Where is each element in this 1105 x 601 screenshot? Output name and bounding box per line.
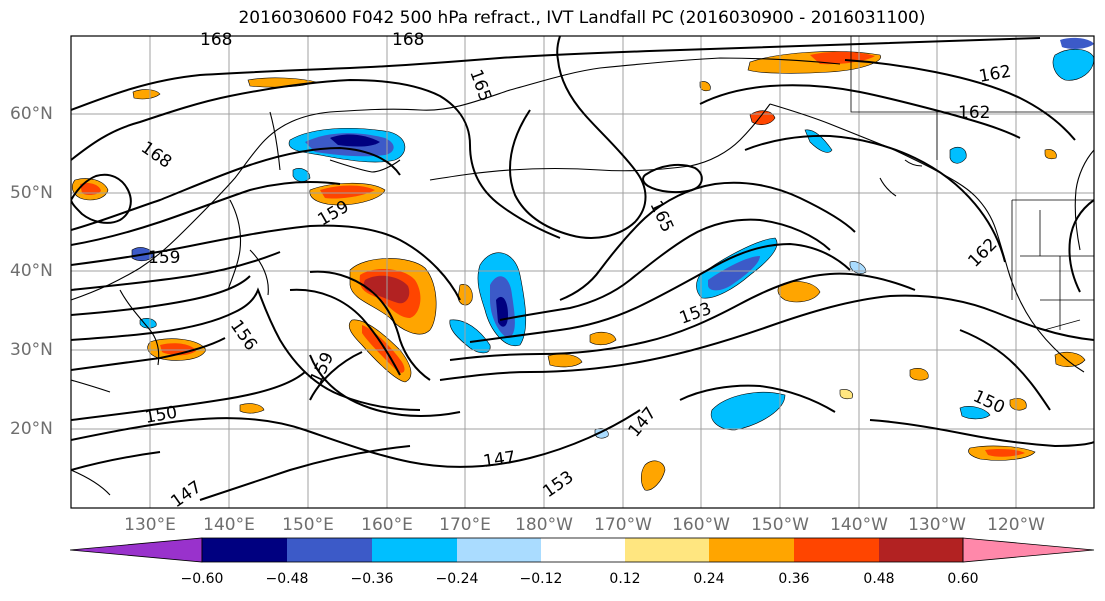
colorbar-tick: 0.36 xyxy=(778,571,810,587)
colorbar-tick: −0.24 xyxy=(435,571,479,587)
negative-anomaly-patches xyxy=(131,37,1094,439)
lon-label-140e: 140°E xyxy=(203,515,255,535)
colorbar-segment xyxy=(202,538,287,562)
lon-label-150e: 150°E xyxy=(282,515,334,535)
lat-label-60n: 60°N xyxy=(10,104,53,124)
lon-label-170e: 170°E xyxy=(439,515,491,535)
colorbar-segment xyxy=(541,538,625,562)
colorbar-segment xyxy=(794,538,879,562)
colorbar-segment xyxy=(709,538,794,562)
lon-label-140w: 140°W xyxy=(830,515,888,535)
colorbar-segment xyxy=(962,537,1095,563)
map-title: 2016030600 F042 500 hPa refract., IVT La… xyxy=(238,8,926,28)
contour-label: 153 xyxy=(539,467,577,502)
colorbar-tick: −0.12 xyxy=(519,571,563,587)
contour-label: 168 xyxy=(392,30,424,50)
contour-label: 168 xyxy=(200,30,232,50)
contour-label: 165 xyxy=(465,67,495,104)
contour-label: 147 xyxy=(625,403,661,441)
lat-label-40n: 40°N xyxy=(10,261,53,281)
lon-label-120w: 120°W xyxy=(987,515,1045,535)
lon-label-160e: 160°E xyxy=(361,515,413,535)
contour-label: 147 xyxy=(167,477,205,512)
colorbar-frame xyxy=(201,537,964,563)
contour-label: 159 xyxy=(306,349,338,387)
colorbar-tick: 0.12 xyxy=(609,571,641,587)
contour-label: 168 xyxy=(137,138,175,173)
colorbar-tick: −0.36 xyxy=(350,571,394,587)
contour-label: 159 xyxy=(148,248,180,268)
map-frame xyxy=(70,35,1095,509)
lat-label-50n: 50°N xyxy=(10,183,53,203)
lon-label-150w: 150°W xyxy=(751,515,809,535)
contour-label: 150 xyxy=(143,403,178,428)
lon-label-130e: 130°E xyxy=(124,515,176,535)
contour-label: 147 xyxy=(482,448,517,472)
colorbar-segment xyxy=(70,537,203,563)
lon-label-180w: 180°W xyxy=(515,515,573,535)
contour-label: 162 xyxy=(977,62,1012,87)
colorbar-segment xyxy=(879,538,963,562)
political-borders xyxy=(850,36,1094,331)
colorbar-segment xyxy=(457,538,541,562)
contour-label: 165 xyxy=(645,198,677,236)
colorbar xyxy=(70,537,1095,563)
lon-label-170w: 170°W xyxy=(594,515,652,535)
lon-label-130w: 130°W xyxy=(908,515,966,535)
shaded-anomaly-layer xyxy=(71,37,1094,491)
lat-label-20n: 20°N xyxy=(10,419,53,439)
colorbar-tick: 0.24 xyxy=(693,571,725,587)
colorbar-tick: −0.60 xyxy=(180,571,224,587)
colorbar-segment xyxy=(287,538,372,562)
contour-label: 156 xyxy=(226,316,261,354)
lat-label-30n: 30°N xyxy=(10,340,53,360)
coastlines xyxy=(71,57,1094,496)
colorbar-tick: 0.48 xyxy=(863,571,895,587)
colorbar-tick: −0.48 xyxy=(265,571,309,587)
colorbar-segment xyxy=(372,538,457,562)
contour-label: 162 xyxy=(958,103,990,123)
contour-label: 153 xyxy=(677,299,714,329)
height-contours xyxy=(71,36,1094,501)
lon-label-160w: 160°W xyxy=(672,515,730,535)
contour-label: 162 xyxy=(964,234,1001,271)
colorbar-segment xyxy=(625,538,709,562)
colorbar-tick: 0.60 xyxy=(947,571,979,587)
graticule-grid xyxy=(71,36,1094,508)
map-panel: 168 168 168 165 165 162 162 162 159 159 … xyxy=(70,30,1095,512)
